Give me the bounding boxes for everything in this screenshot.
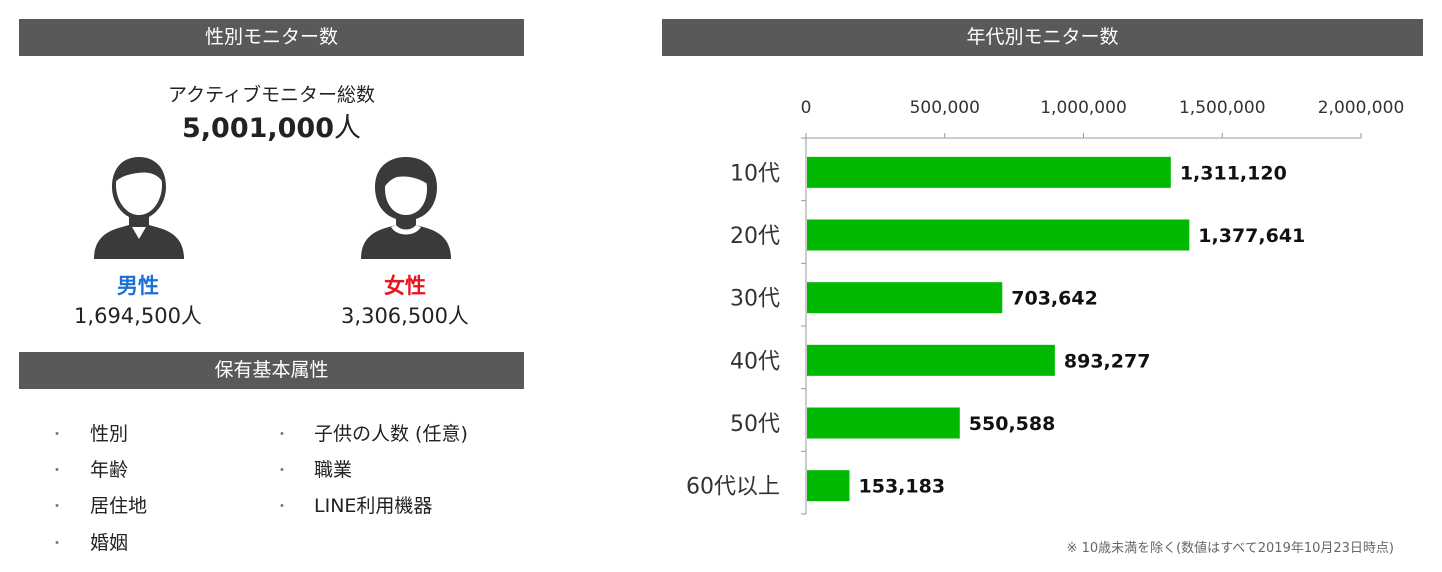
bullet-icon: ・ xyxy=(50,536,64,552)
bar xyxy=(807,219,1190,251)
age-monitor-header: 年代別モニター数 xyxy=(662,19,1423,56)
category-label: 40代 xyxy=(730,349,780,374)
attribute-item: 職業 xyxy=(314,459,353,481)
female-count: 3,306,500人 xyxy=(341,304,469,328)
bullet-icon: ・ xyxy=(50,499,64,515)
attribute-item: LINE利用機器 xyxy=(314,495,433,517)
category-label: 20代 xyxy=(730,224,780,249)
bar xyxy=(807,156,1171,188)
bar xyxy=(807,282,1003,314)
category-label: 60代以上 xyxy=(686,475,780,500)
attribute-item: 年齢 xyxy=(90,459,129,481)
bar xyxy=(807,407,960,439)
x-tick-label: 1,000,000 xyxy=(1040,98,1127,118)
male-label: 男性 xyxy=(117,274,159,298)
x-tick-label: 0 xyxy=(801,98,812,118)
female-label: 女性 xyxy=(384,274,426,298)
category-label: 10代 xyxy=(730,161,780,186)
age-bar-chart: 0 500,000 1,000,000 1,500,000 2,000,000 10代 1,… xyxy=(686,98,1405,515)
male-person-icon xyxy=(94,157,184,259)
bar xyxy=(807,470,850,502)
total-monitor-value: 5,001,000人 xyxy=(19,106,524,145)
gender-monitor-header: 性別モニター数 xyxy=(19,19,524,56)
attribute-item: 婚姻 xyxy=(90,532,129,554)
bullet-icon: ・ xyxy=(275,463,289,479)
x-tick-label: 1,500,000 xyxy=(1179,98,1266,118)
male-count: 1,694,500人 xyxy=(74,304,202,328)
data-label: 550,588 xyxy=(969,413,1056,435)
data-label: 703,642 xyxy=(1011,288,1098,310)
bullet-icon: ・ xyxy=(275,427,289,443)
bar xyxy=(807,344,1055,376)
data-label: 153,183 xyxy=(859,476,946,498)
footnote: ※ 10歳未満を除く(数値はすべて2019年10月23日時点) xyxy=(1066,541,1394,556)
bullet-icon: ・ xyxy=(275,499,289,515)
female-person-icon xyxy=(361,157,451,259)
total-monitor-number: 5,001,000 xyxy=(181,113,335,144)
data-label: 893,277 xyxy=(1064,350,1151,372)
bullet-icon: ・ xyxy=(50,427,64,443)
total-monitor-label: アクティブモニター総数 xyxy=(168,84,375,106)
attribute-item: 性別 xyxy=(90,423,129,445)
x-tick-label: 2,000,000 xyxy=(1318,98,1405,118)
x-tick-label: 500,000 xyxy=(910,98,980,118)
data-label: 1,311,120 xyxy=(1180,162,1287,184)
bullet-icon: ・ xyxy=(50,463,64,479)
basic-attributes-header: 保有基本属性 xyxy=(19,352,524,389)
attribute-item: 居住地 xyxy=(90,495,148,517)
category-label: 30代 xyxy=(730,287,780,312)
category-label: 50代 xyxy=(730,412,780,437)
data-label: 1,377,641 xyxy=(1198,225,1305,247)
total-monitor-unit: 人 xyxy=(334,113,362,144)
attribute-item: 子供の人数 (任意) xyxy=(314,423,468,445)
